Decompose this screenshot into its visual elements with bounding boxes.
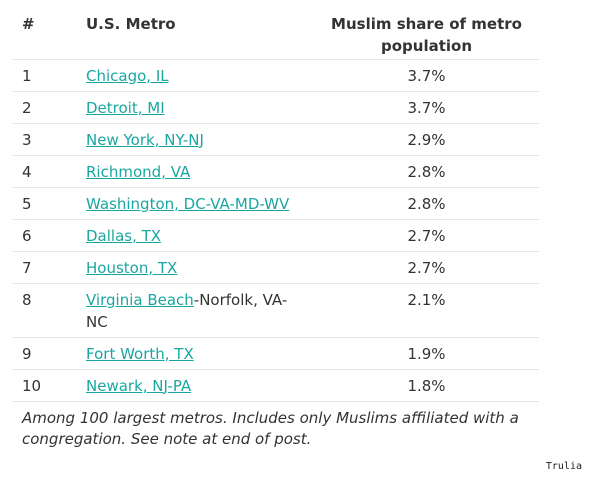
share-cell: 2.7% — [407, 258, 446, 277]
footnote-row: Among 100 largest metros. Includes only … — [12, 401, 539, 450]
rank-cell: 8 — [22, 290, 32, 309]
table-row: 6 Dallas, TX 2.7% — [12, 219, 539, 251]
metro-link[interactable]: Virginia Beach — [86, 290, 194, 309]
metro-cell: Fort Worth, TX — [86, 337, 314, 369]
share-cell: 2.1% — [407, 290, 446, 309]
metro-link[interactable]: Fort Worth, TX — [86, 344, 194, 363]
table-row: 10 Newark, NJ-PA 1.8% — [12, 369, 539, 401]
metro-cell: Chicago, IL — [86, 59, 314, 91]
metro-cell: Washington, DC-VA-MD-WV — [86, 187, 314, 219]
rank-cell: 3 — [22, 130, 32, 149]
metro-cell: Richmond, VA — [86, 155, 314, 187]
header-share: Muslim share of metro population — [331, 15, 522, 55]
rank-cell: 1 — [22, 66, 32, 85]
rank-cell: 5 — [22, 194, 32, 213]
metro-cell: New York, NY-NJ — [86, 123, 314, 155]
share-cell: 1.8% — [407, 376, 446, 395]
share-cell: 2.7% — [407, 226, 446, 245]
table-row: 2 Detroit, MI 3.7% — [12, 91, 539, 123]
metro-link[interactable]: Washington, DC-VA-MD-WV — [86, 194, 290, 213]
share-cell: 1.9% — [407, 344, 446, 363]
source-credit: Trulia — [545, 461, 582, 472]
metro-link[interactable]: Dallas, TX — [86, 226, 162, 245]
table-row: 7 Houston, TX 2.7% — [12, 251, 539, 283]
metro-link[interactable]: New York, NY-NJ — [86, 130, 204, 149]
metro-cell: Newark, NJ-PA — [86, 369, 314, 401]
metro-link[interactable]: Detroit, MI — [86, 98, 165, 117]
metro-cell: Detroit, MI — [86, 91, 314, 123]
rank-cell: 9 — [22, 344, 32, 363]
metro-table-container: # U.S. Metro Muslim share of metro popul… — [12, 7, 539, 450]
rank-cell: 2 — [22, 98, 32, 117]
rank-cell: 10 — [22, 376, 42, 395]
header-metro: U.S. Metro — [86, 15, 176, 33]
table-body: 1 Chicago, IL 3.7% 2 Detroit, MI 3.7% 3 … — [12, 59, 539, 450]
metro-suffix: -Norfolk, VA-NC — [86, 290, 288, 331]
table-row: 1 Chicago, IL 3.7% — [12, 59, 539, 91]
table-header: # U.S. Metro Muslim share of metro popul… — [12, 7, 539, 59]
header-row: # U.S. Metro Muslim share of metro popul… — [12, 7, 539, 59]
share-cell: 2.8% — [407, 162, 446, 181]
metro-link[interactable]: Chicago, IL — [86, 66, 169, 85]
metro-table: # U.S. Metro Muslim share of metro popul… — [12, 7, 539, 450]
table-row: 8 Virginia Beach-Norfolk, VA-NC 2.1% — [12, 283, 539, 337]
share-cell: 2.9% — [407, 130, 446, 149]
rank-cell: 6 — [22, 226, 32, 245]
header-rank: # — [22, 15, 35, 33]
metro-link[interactable]: Newark, NJ-PA — [86, 376, 192, 395]
table-row: 3 New York, NY-NJ 2.9% — [12, 123, 539, 155]
metro-link[interactable]: Houston, TX — [86, 258, 178, 277]
rank-cell: 4 — [22, 162, 32, 181]
rank-cell: 7 — [22, 258, 32, 277]
share-cell: 2.8% — [407, 194, 446, 213]
table-row: 5 Washington, DC-VA-MD-WV 2.8% — [12, 187, 539, 219]
table-row: 9 Fort Worth, TX 1.9% — [12, 337, 539, 369]
metro-cell: Dallas, TX — [86, 219, 314, 251]
metro-cell: Virginia Beach-Norfolk, VA-NC — [86, 283, 314, 337]
table-footnote: Among 100 largest metros. Includes only … — [22, 408, 519, 448]
table-row: 4 Richmond, VA 2.8% — [12, 155, 539, 187]
share-cell: 3.7% — [407, 98, 446, 117]
share-cell: 3.7% — [407, 66, 446, 85]
metro-cell: Houston, TX — [86, 251, 314, 283]
metro-link[interactable]: Richmond, VA — [86, 162, 191, 181]
